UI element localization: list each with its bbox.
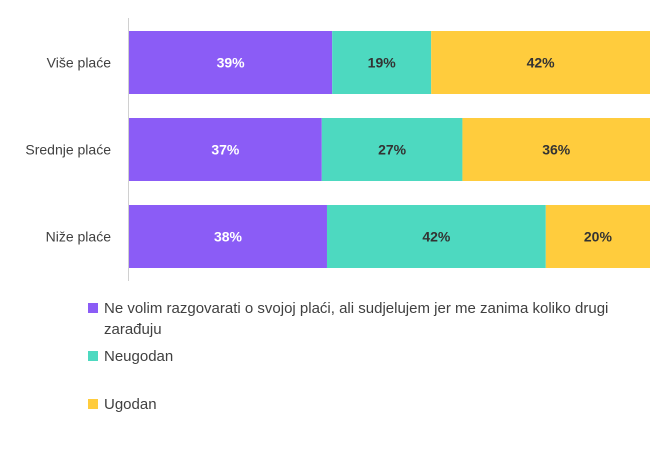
- bar-segment-cat-1-series-1: [321, 118, 463, 181]
- bar-segment-cat-0-series-1: [332, 31, 432, 94]
- data-label-cat-2-series-2: 20%: [584, 229, 613, 245]
- legend-label-neugodan: Neugodan: [104, 348, 174, 365]
- category-label-cat-0: Više plaće: [47, 55, 112, 71]
- legend-swatch-neugodan: [88, 351, 98, 361]
- legend-label-ne-volim: Ne volim razgovarati o svojoj plaći, ali…: [104, 300, 609, 338]
- bar-segment-cat-0-series-2: [431, 31, 650, 94]
- legend-label-ugodan: Ugodan: [104, 396, 157, 413]
- category-label-cat-2: Niže plaće: [46, 229, 112, 245]
- bar-segment-cat-2-series-2: [545, 205, 650, 268]
- bar-segment-cat-2-series-0: [129, 205, 327, 268]
- data-label-cat-2-series-1: 42%: [422, 229, 451, 245]
- stacked-bar-chart: Više plaće 39% 19% 42% Srednje plaće 37% 27% 36…: [25, 18, 650, 281]
- legend-item-ugodan[interactable]: Ugodan: [88, 394, 157, 415]
- category-label-cat-1: Srednje plaće: [25, 142, 111, 158]
- data-label-cat-1-series-2: 36%: [542, 142, 571, 158]
- legend-swatch-ugodan: [88, 399, 98, 409]
- bar-segment-cat-0-series-0: [129, 31, 333, 94]
- legend-swatch-ne-volim: [88, 303, 98, 313]
- legend-item-ne-volim[interactable]: Ne volim razgovarati o svojoj plaći, ali…: [88, 298, 660, 340]
- data-label-cat-0-series-2: 42%: [527, 55, 556, 71]
- legend-item-neugodan[interactable]: Neugodan: [88, 346, 173, 367]
- data-label-cat-2-series-0: 38%: [214, 229, 243, 245]
- bar-segment-cat-2-series-1: [326, 205, 546, 268]
- data-label-cat-0-series-0: 39%: [217, 55, 246, 71]
- bar-segment-cat-1-series-2: [462, 118, 650, 181]
- data-label-cat-1-series-1: 27%: [378, 142, 407, 158]
- data-label-cat-0-series-1: 19%: [368, 55, 397, 71]
- bar-segment-cat-1-series-0: [129, 118, 322, 181]
- data-label-cat-1-series-0: 37%: [211, 142, 240, 158]
